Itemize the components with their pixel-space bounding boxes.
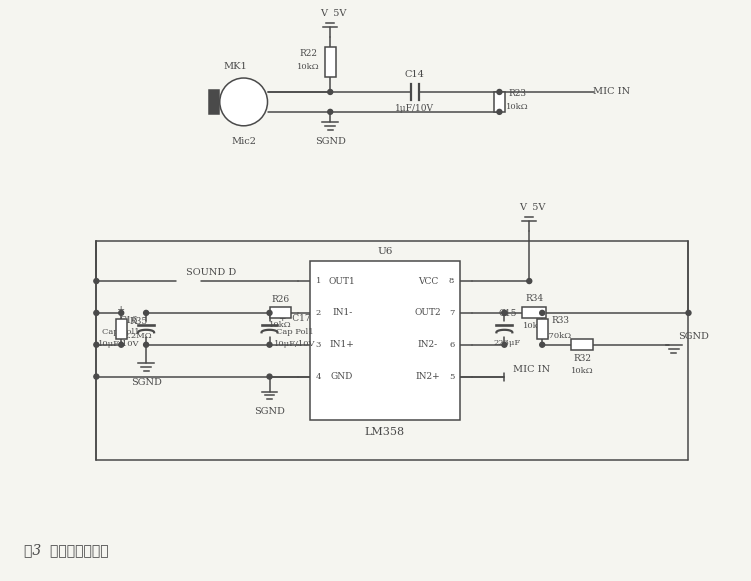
Text: 8: 8 xyxy=(449,277,454,285)
Text: 1μF/10V: 1μF/10V xyxy=(395,105,434,113)
Circle shape xyxy=(502,310,507,315)
Text: V  5V: V 5V xyxy=(320,9,346,18)
Text: 470kΩ: 470kΩ xyxy=(544,332,572,340)
Bar xyxy=(116,319,127,339)
Circle shape xyxy=(327,89,333,95)
Text: Mic2: Mic2 xyxy=(231,137,256,146)
Text: OUT2: OUT2 xyxy=(415,309,441,317)
Circle shape xyxy=(502,310,507,315)
Bar xyxy=(537,319,547,339)
Text: 图3  语音输入原理图: 图3 语音输入原理图 xyxy=(24,543,108,557)
Text: OUT1: OUT1 xyxy=(329,277,355,285)
Text: 2: 2 xyxy=(315,309,321,317)
Text: LM358: LM358 xyxy=(365,427,405,437)
Text: 10kΩ: 10kΩ xyxy=(523,322,545,330)
Text: R35: R35 xyxy=(129,317,147,327)
Circle shape xyxy=(94,310,99,315)
Text: IN1+: IN1+ xyxy=(330,340,354,349)
Text: R32: R32 xyxy=(573,354,591,363)
Circle shape xyxy=(267,342,272,347)
Text: 10kΩ: 10kΩ xyxy=(571,367,593,375)
Bar xyxy=(209,90,219,114)
Text: MIC IN: MIC IN xyxy=(593,88,630,96)
Text: C15: C15 xyxy=(498,310,517,318)
Circle shape xyxy=(119,310,124,315)
Text: 10kΩ: 10kΩ xyxy=(269,321,292,329)
Circle shape xyxy=(327,109,333,114)
Text: SGND: SGND xyxy=(678,332,709,341)
Text: 223μF: 223μF xyxy=(493,339,521,347)
Circle shape xyxy=(143,310,149,315)
Text: Cap Pol1: Cap Pol1 xyxy=(102,328,140,336)
Text: SGND: SGND xyxy=(315,137,345,146)
Text: U6: U6 xyxy=(377,247,393,256)
Text: 6: 6 xyxy=(449,340,454,349)
Text: V  5V: V 5V xyxy=(519,203,545,212)
Circle shape xyxy=(540,310,544,315)
Text: 2: 2 xyxy=(241,107,246,116)
Circle shape xyxy=(540,342,544,347)
Text: 10μF/10V: 10μF/10V xyxy=(98,340,139,348)
Circle shape xyxy=(119,342,124,347)
Text: SOUND D: SOUND D xyxy=(185,268,236,277)
Text: Cap Pol1: Cap Pol1 xyxy=(276,328,313,336)
Text: R23: R23 xyxy=(508,89,526,98)
Circle shape xyxy=(267,374,272,379)
Bar xyxy=(522,307,546,318)
Text: SGND: SGND xyxy=(131,378,161,387)
Text: 4: 4 xyxy=(315,372,321,381)
Circle shape xyxy=(143,342,149,347)
Circle shape xyxy=(267,310,272,315)
Text: 5: 5 xyxy=(449,372,454,381)
Text: R34: R34 xyxy=(525,295,543,303)
Bar xyxy=(270,307,291,318)
Bar xyxy=(494,92,505,112)
Text: 10kΩ: 10kΩ xyxy=(506,103,529,111)
Text: IN2+: IN2+ xyxy=(415,372,440,381)
Circle shape xyxy=(94,278,99,284)
Text: 2.2MΩ: 2.2MΩ xyxy=(124,332,152,340)
Text: VCC: VCC xyxy=(418,277,438,285)
Text: 7: 7 xyxy=(449,309,454,317)
Text: 10μF/10V: 10μF/10V xyxy=(273,340,315,348)
Circle shape xyxy=(686,310,691,315)
Circle shape xyxy=(220,78,267,126)
Circle shape xyxy=(502,342,507,347)
Text: R33: R33 xyxy=(551,316,569,325)
Circle shape xyxy=(497,89,502,95)
Circle shape xyxy=(497,109,502,114)
Text: R26: R26 xyxy=(271,296,290,304)
Text: 10kΩ: 10kΩ xyxy=(297,63,320,71)
Bar xyxy=(324,47,336,77)
Text: 1: 1 xyxy=(315,277,321,285)
Bar xyxy=(310,261,460,421)
Text: 3: 3 xyxy=(315,340,321,349)
Text: 1: 1 xyxy=(241,88,246,96)
Circle shape xyxy=(94,374,99,379)
Text: SGND: SGND xyxy=(254,407,285,416)
Text: +: + xyxy=(117,306,125,314)
Circle shape xyxy=(94,342,99,347)
Text: R22: R22 xyxy=(300,49,318,58)
Text: C16: C16 xyxy=(119,316,137,325)
Text: MK1: MK1 xyxy=(224,62,248,70)
Bar xyxy=(571,339,593,350)
Circle shape xyxy=(526,278,532,284)
Text: MIC IN: MIC IN xyxy=(513,365,550,374)
Text: IN1-: IN1- xyxy=(332,309,352,317)
Text: IN2-: IN2- xyxy=(418,340,438,349)
Text: +  C17: + C17 xyxy=(279,314,310,324)
Text: C14: C14 xyxy=(405,70,425,78)
Text: GND: GND xyxy=(331,372,354,381)
